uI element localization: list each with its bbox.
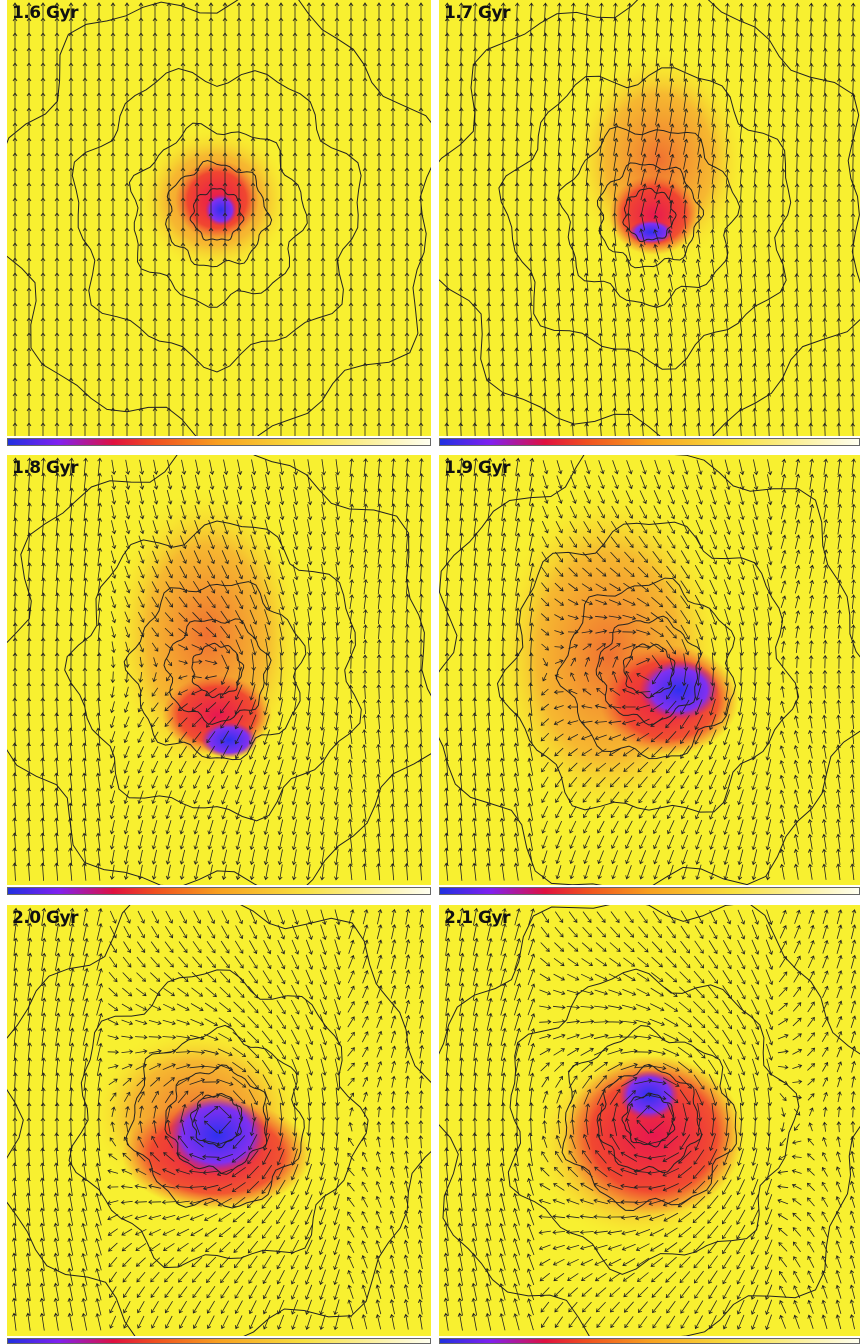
contour [163,618,272,725]
velocity-arrows [12,2,424,436]
panel-image [439,455,860,885]
panel-image [7,905,431,1336]
contour [7,0,431,436]
contour [622,187,677,243]
sim-panel: 2.1 Gyr [439,905,860,1336]
panel-image [7,455,431,885]
sim-panel: 1.7 Gyr [439,0,860,436]
panel-label: 1.8 Gyr [12,458,78,478]
panel-image [439,0,860,436]
panel-image [7,0,431,436]
panel-label: 2.0 Gyr [12,908,78,928]
contour [128,122,308,308]
colorbar [7,438,431,446]
contour [165,159,273,268]
velocity-arrows [443,907,857,1331]
contour [7,455,431,885]
panel-label: 1.6 Gyr [12,3,78,23]
contour [7,905,431,1336]
contour [622,643,676,699]
sim-panel: 1.8 Gyr [7,455,431,885]
contour [439,905,860,1336]
velocity-arrows [444,457,856,881]
panel-image [439,905,860,1336]
contour [125,1024,305,1209]
contour [498,67,792,370]
contour [164,1064,268,1175]
panel-label: 1.9 Gyr [444,458,510,478]
contour [71,67,362,373]
contour [596,162,704,269]
contour [189,188,245,241]
contour [555,577,737,760]
sim-panel: 2.0 Gyr [7,905,431,1336]
velocity-arrows [444,2,856,436]
contour [596,1063,703,1174]
sim-panel: 1.9 Gyr [439,455,860,885]
colorbar [439,438,860,446]
velocity-arrows [12,457,424,881]
contour [595,615,702,726]
contour [64,520,362,822]
colorbar [439,1338,860,1344]
contour [439,455,860,885]
contour [189,1092,243,1149]
contour [123,581,307,761]
panel-label: 1.7 Gyr [444,3,510,23]
velocity-arrows [11,907,425,1331]
density-blob [201,722,257,758]
density-blob [205,194,237,226]
colorbar [7,887,431,895]
colorbar [7,1338,431,1344]
density-blob [564,1055,744,1215]
sim-panel: 1.6 Gyr [7,0,431,436]
contour [191,642,245,699]
contour [557,126,741,308]
contour [561,1024,737,1212]
panel-label: 2.1 Gyr [444,908,510,928]
colorbar [439,887,860,895]
